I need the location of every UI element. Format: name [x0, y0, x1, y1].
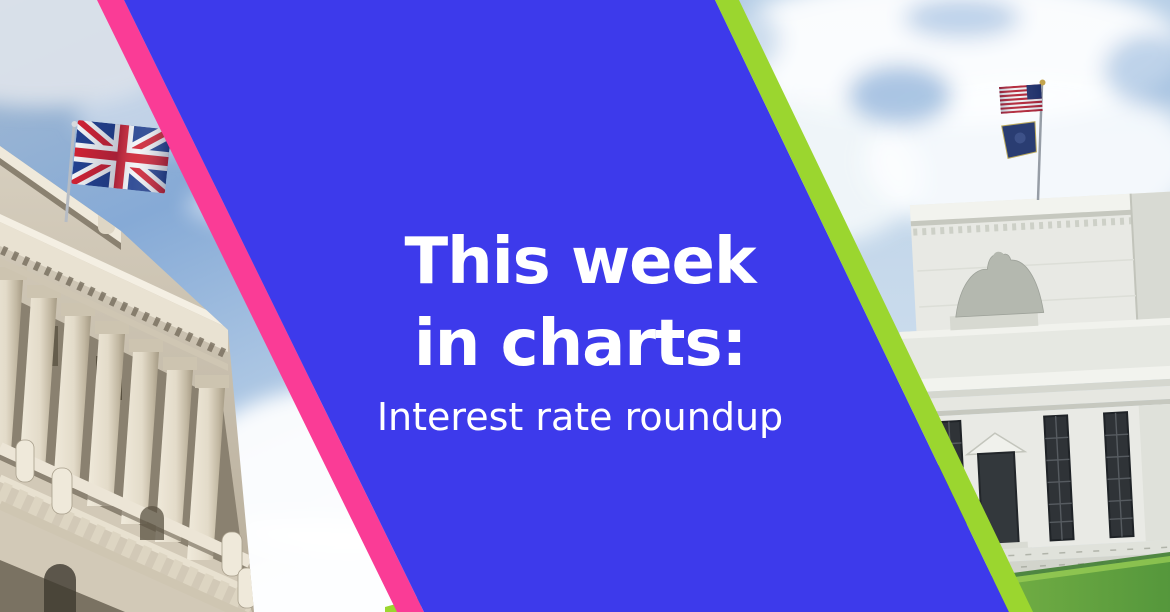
- statues: [15, 439, 254, 609]
- fed-flag: [1001, 121, 1037, 159]
- union-jack-flag: [71, 120, 172, 194]
- colonnade: [0, 267, 229, 560]
- us-flag: [999, 84, 1043, 114]
- entablature: [0, 214, 228, 371]
- banner-text: This week in charts: Interest rate round…: [312, 222, 848, 440]
- bank-building: [0, 146, 254, 612]
- banner-subtitle: Interest rate roundup: [376, 394, 784, 439]
- eagle-statue: [949, 251, 1045, 331]
- balustrade: [0, 442, 254, 612]
- uk-flagpole: [64, 121, 78, 223]
- title-line-2: in charts:: [413, 306, 747, 381]
- title-line-1: This week: [404, 225, 756, 299]
- banner-title: This week in charts:: [312, 222, 848, 386]
